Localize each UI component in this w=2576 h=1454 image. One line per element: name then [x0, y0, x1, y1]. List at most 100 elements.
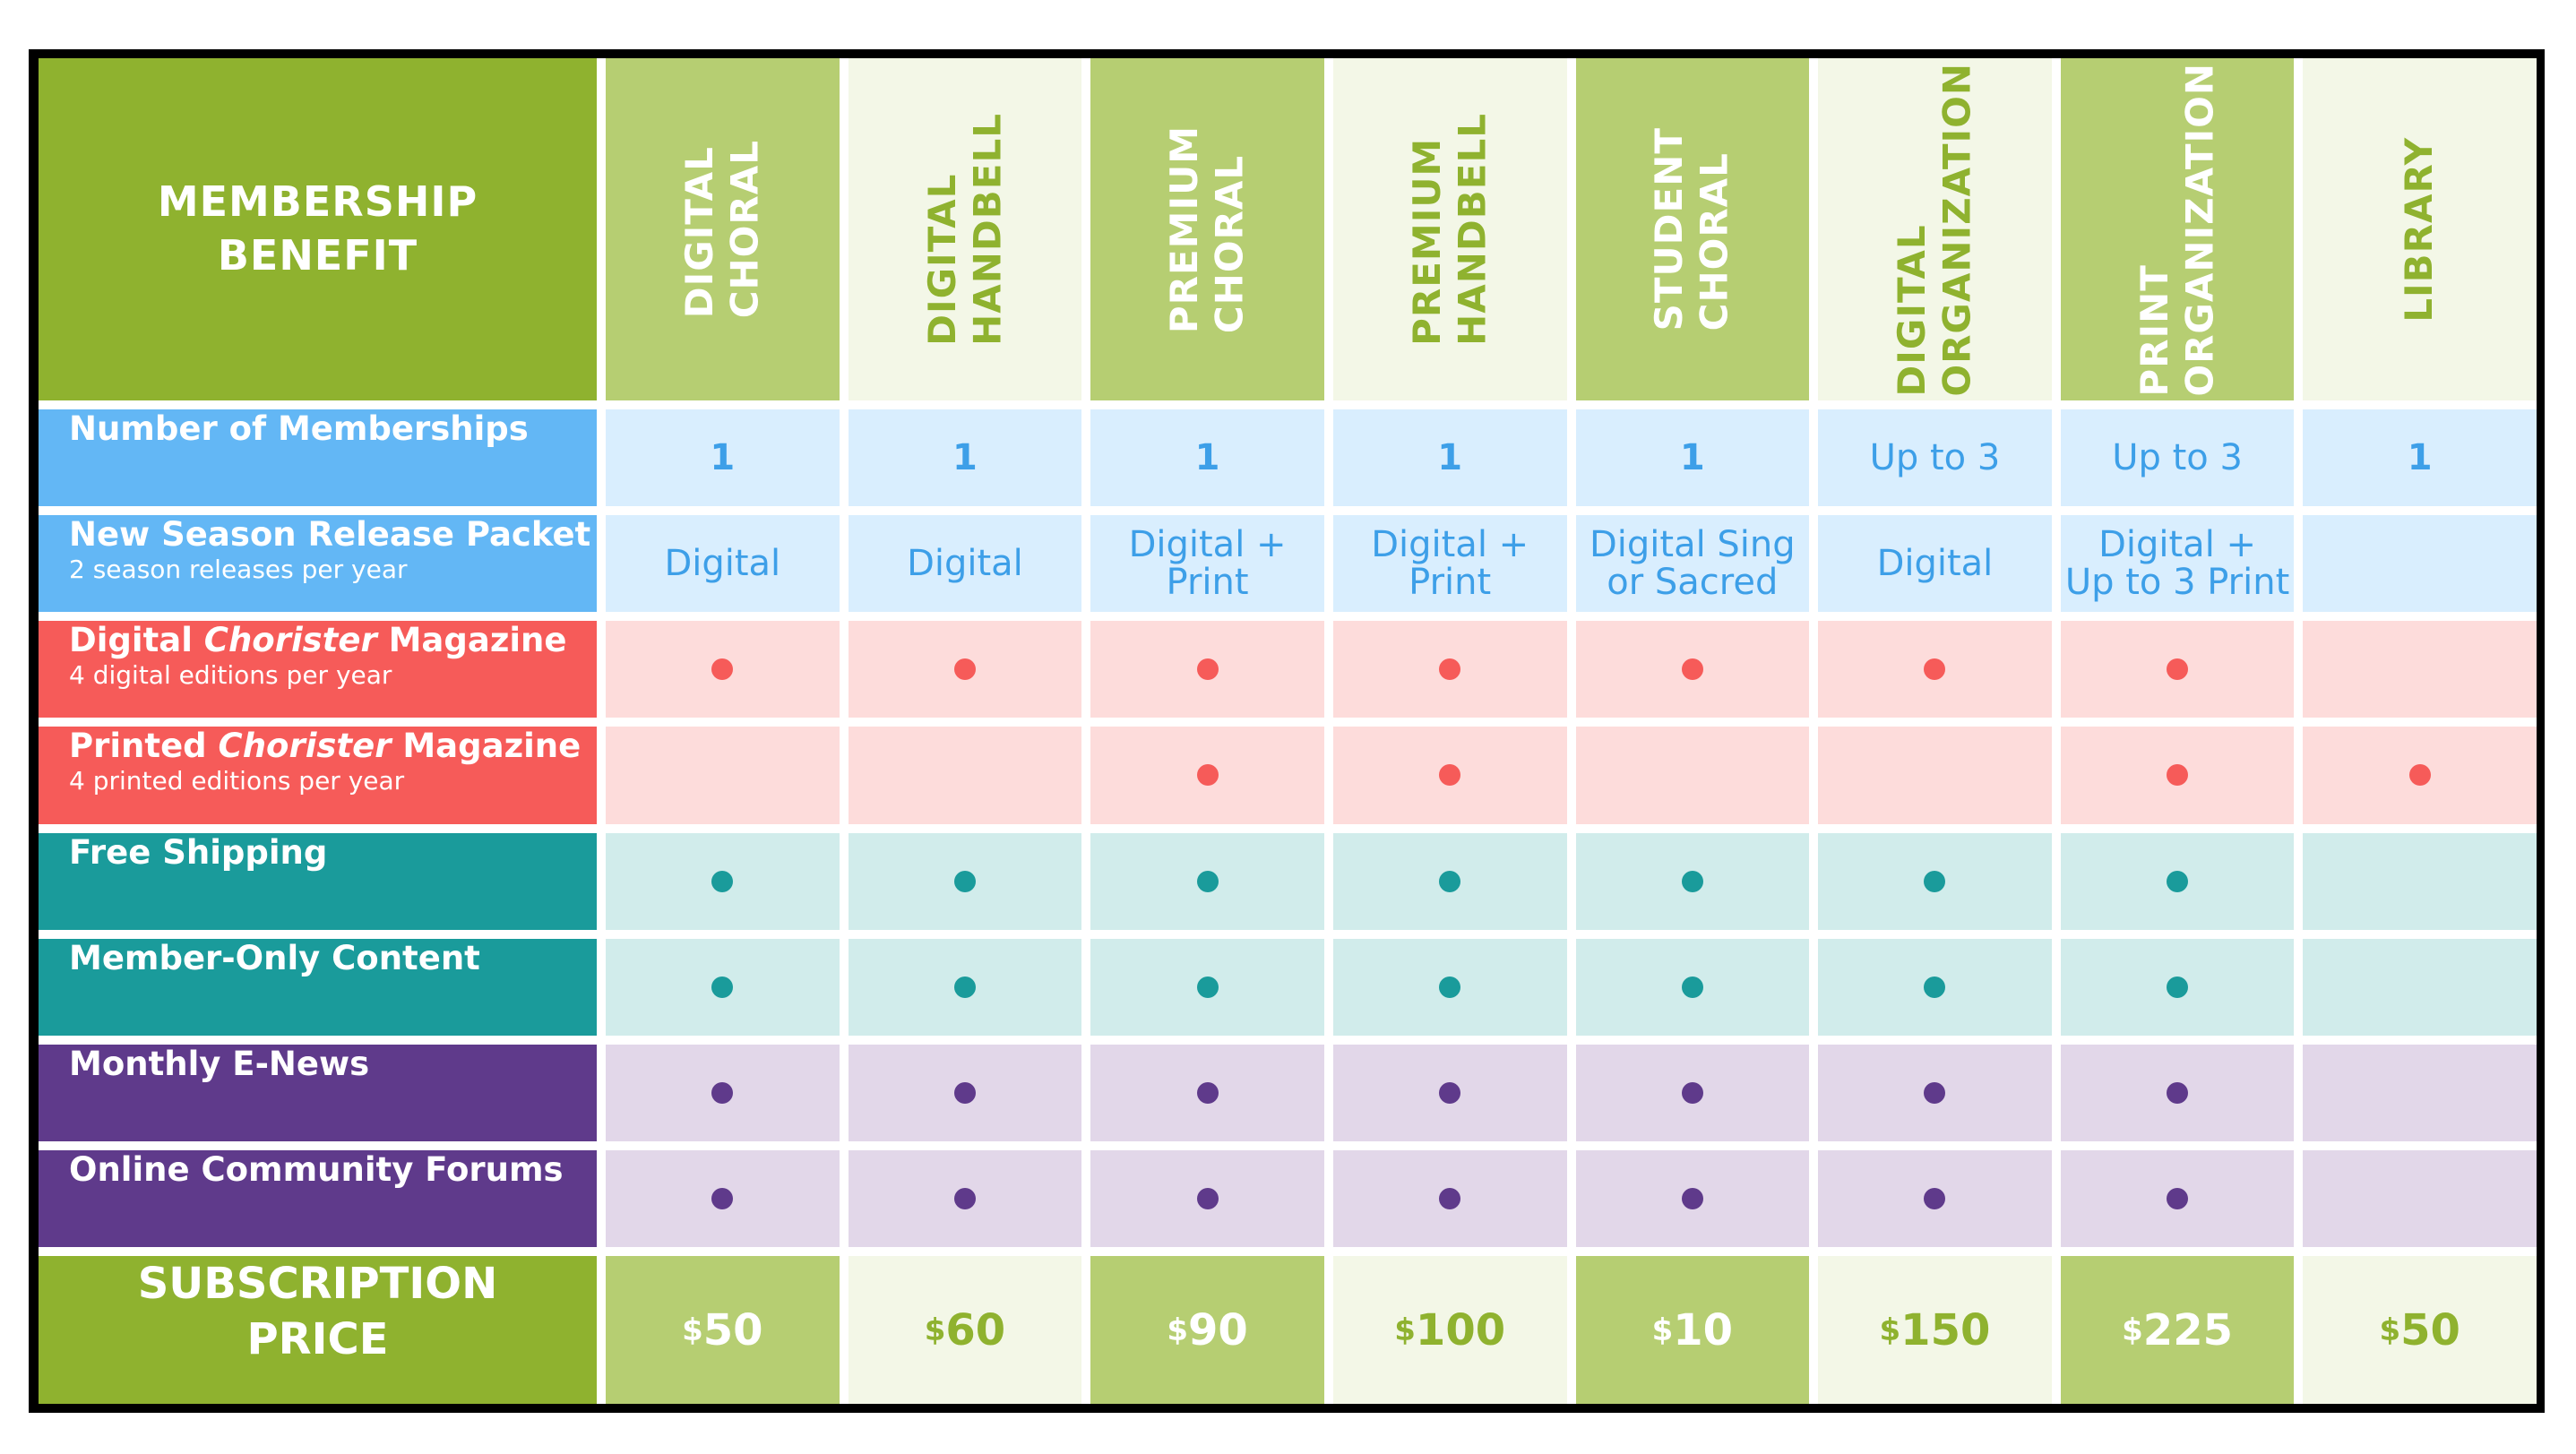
table-cell: 1 — [2303, 409, 2537, 507]
table-cell — [848, 1044, 1082, 1141]
cell-text-line: Digital Sing — [1589, 524, 1796, 566]
column-header-line: DIGITAL — [919, 173, 964, 346]
table-cell — [848, 938, 1082, 1036]
table-cell — [606, 1044, 840, 1141]
included-dot-icon — [711, 870, 734, 892]
table-cell — [2060, 832, 2295, 930]
row-label-pre: Printed — [69, 727, 219, 766]
cell-text-line: Print — [1409, 562, 1492, 604]
table-cell: Digital + Print — [1332, 515, 1567, 613]
table-cell: 1 — [1575, 409, 1810, 507]
row-label-italic: Chorister — [203, 621, 377, 660]
table-cell — [1818, 1044, 2052, 1141]
table-cell — [2060, 1044, 2295, 1141]
included-dot-icon — [1439, 764, 1461, 787]
column-header-5: STUDENT CHORAL — [1575, 58, 1810, 400]
column-header-text: DIGITAL CHORAL — [677, 140, 768, 318]
table-cell — [1332, 727, 1567, 824]
included-dot-icon — [711, 1187, 734, 1209]
price-header-line: PRICE — [246, 1314, 389, 1365]
table-cell — [1575, 938, 1810, 1036]
table-cell — [1818, 938, 2052, 1036]
corner-header-line-1: MEMBERSHIP — [157, 177, 478, 227]
row-label-text: Free Shipping — [69, 832, 328, 872]
included-dot-icon — [1196, 1081, 1219, 1104]
column-header-line: DIGITAL — [1890, 224, 1934, 397]
included-dot-icon — [953, 1081, 976, 1104]
price-cell-8: $50 — [2303, 1256, 2537, 1404]
table-cell — [1575, 727, 1810, 824]
price-cell-5: $10 — [1575, 1256, 1810, 1404]
table-cell — [2303, 1149, 2537, 1247]
table-cell — [1332, 938, 1567, 1036]
included-dot-icon — [953, 658, 976, 681]
cell-text: Digital + Print — [1129, 526, 1287, 601]
included-dot-icon — [1924, 976, 1946, 998]
cell-text: Digital Sing or Sacred — [1590, 526, 1796, 601]
table-cell — [1575, 1149, 1810, 1247]
column-header-line: ORGANIZATION — [1934, 62, 1979, 397]
included-dot-icon — [1439, 870, 1461, 892]
row-label-5: Free Shipping — [39, 832, 597, 930]
column-header-line: PREMIUM — [1162, 125, 1207, 334]
row-label-text: Number of Memberships — [69, 409, 529, 448]
row-label-6: Member-Only Content — [39, 938, 597, 1036]
price-cell-2: $60 — [848, 1256, 1082, 1404]
included-dot-icon — [1439, 658, 1461, 681]
column-header-line: PRINT — [2132, 263, 2176, 397]
currency-symbol: $ — [2379, 1312, 2401, 1348]
column-header-line: CHORAL — [1207, 154, 1252, 334]
table-cell — [1575, 621, 1810, 718]
row-label-subtext: 4 printed editions per year — [69, 765, 405, 796]
table-cell — [1090, 727, 1324, 824]
table-cell: 1 — [1332, 409, 1567, 507]
table-cell — [1090, 938, 1324, 1036]
price-header: SUBSCRIPTION PRICE — [39, 1256, 597, 1404]
table-cell — [2060, 1149, 2295, 1247]
included-dot-icon — [1196, 870, 1219, 892]
included-dot-icon — [1924, 658, 1946, 681]
cell-text: Digital — [664, 545, 780, 582]
table-cell — [1332, 832, 1567, 930]
cell-text-line: Digital — [664, 543, 781, 585]
table-cell: 1 — [848, 409, 1082, 507]
table-cell — [1818, 1149, 2052, 1247]
row-label-post: Magazine — [391, 727, 582, 766]
included-dot-icon — [2167, 976, 2189, 998]
column-header-text: STUDENT CHORAL — [1647, 127, 1737, 331]
included-dot-icon — [711, 976, 734, 998]
cell-text: Digital + Up to 3 Print — [2065, 526, 2289, 601]
included-dot-icon — [1439, 976, 1461, 998]
row-label-pre: Digital — [69, 621, 204, 660]
table-cell — [2060, 938, 2295, 1036]
cell-text: 1 — [1679, 437, 1705, 479]
table-cell — [1818, 727, 2052, 824]
included-dot-icon — [1196, 976, 1219, 998]
table-cell: Up to 3 — [2060, 409, 2295, 507]
column-header-2: DIGITAL HANDBELL — [848, 58, 1082, 400]
column-header-3: PREMIUM CHORAL — [1090, 58, 1324, 400]
cell-text-line: or Sacred — [1607, 562, 1779, 604]
price-amount: 225 — [2142, 1304, 2233, 1355]
table-cell — [2303, 832, 2537, 930]
table-cell — [1332, 1044, 1567, 1141]
price-cell-7: $225 — [2060, 1256, 2295, 1404]
row-label-subtext: 2 season releases per year — [69, 554, 408, 584]
included-dot-icon — [711, 1081, 734, 1104]
included-dot-icon — [1681, 976, 1703, 998]
cell-text: Digital + Print — [1371, 526, 1529, 601]
included-dot-icon — [1196, 764, 1219, 787]
cell-text: Up to 3 — [2112, 437, 2243, 479]
table-cell — [606, 727, 840, 824]
included-dot-icon — [1924, 1187, 1946, 1209]
included-dot-icon — [1196, 1187, 1219, 1209]
column-header-8: LIBRARY — [2303, 58, 2537, 400]
table-cell — [1818, 621, 2052, 718]
row-label-3: Digital Chorister Magazine 4 digital edit… — [39, 621, 597, 718]
price-amount: 50 — [702, 1304, 763, 1355]
table-cell — [2303, 727, 2537, 824]
table-cell — [1575, 1044, 1810, 1141]
included-dot-icon — [1439, 1081, 1461, 1104]
currency-symbol: $ — [1167, 1312, 1188, 1348]
included-dot-icon — [953, 870, 976, 892]
